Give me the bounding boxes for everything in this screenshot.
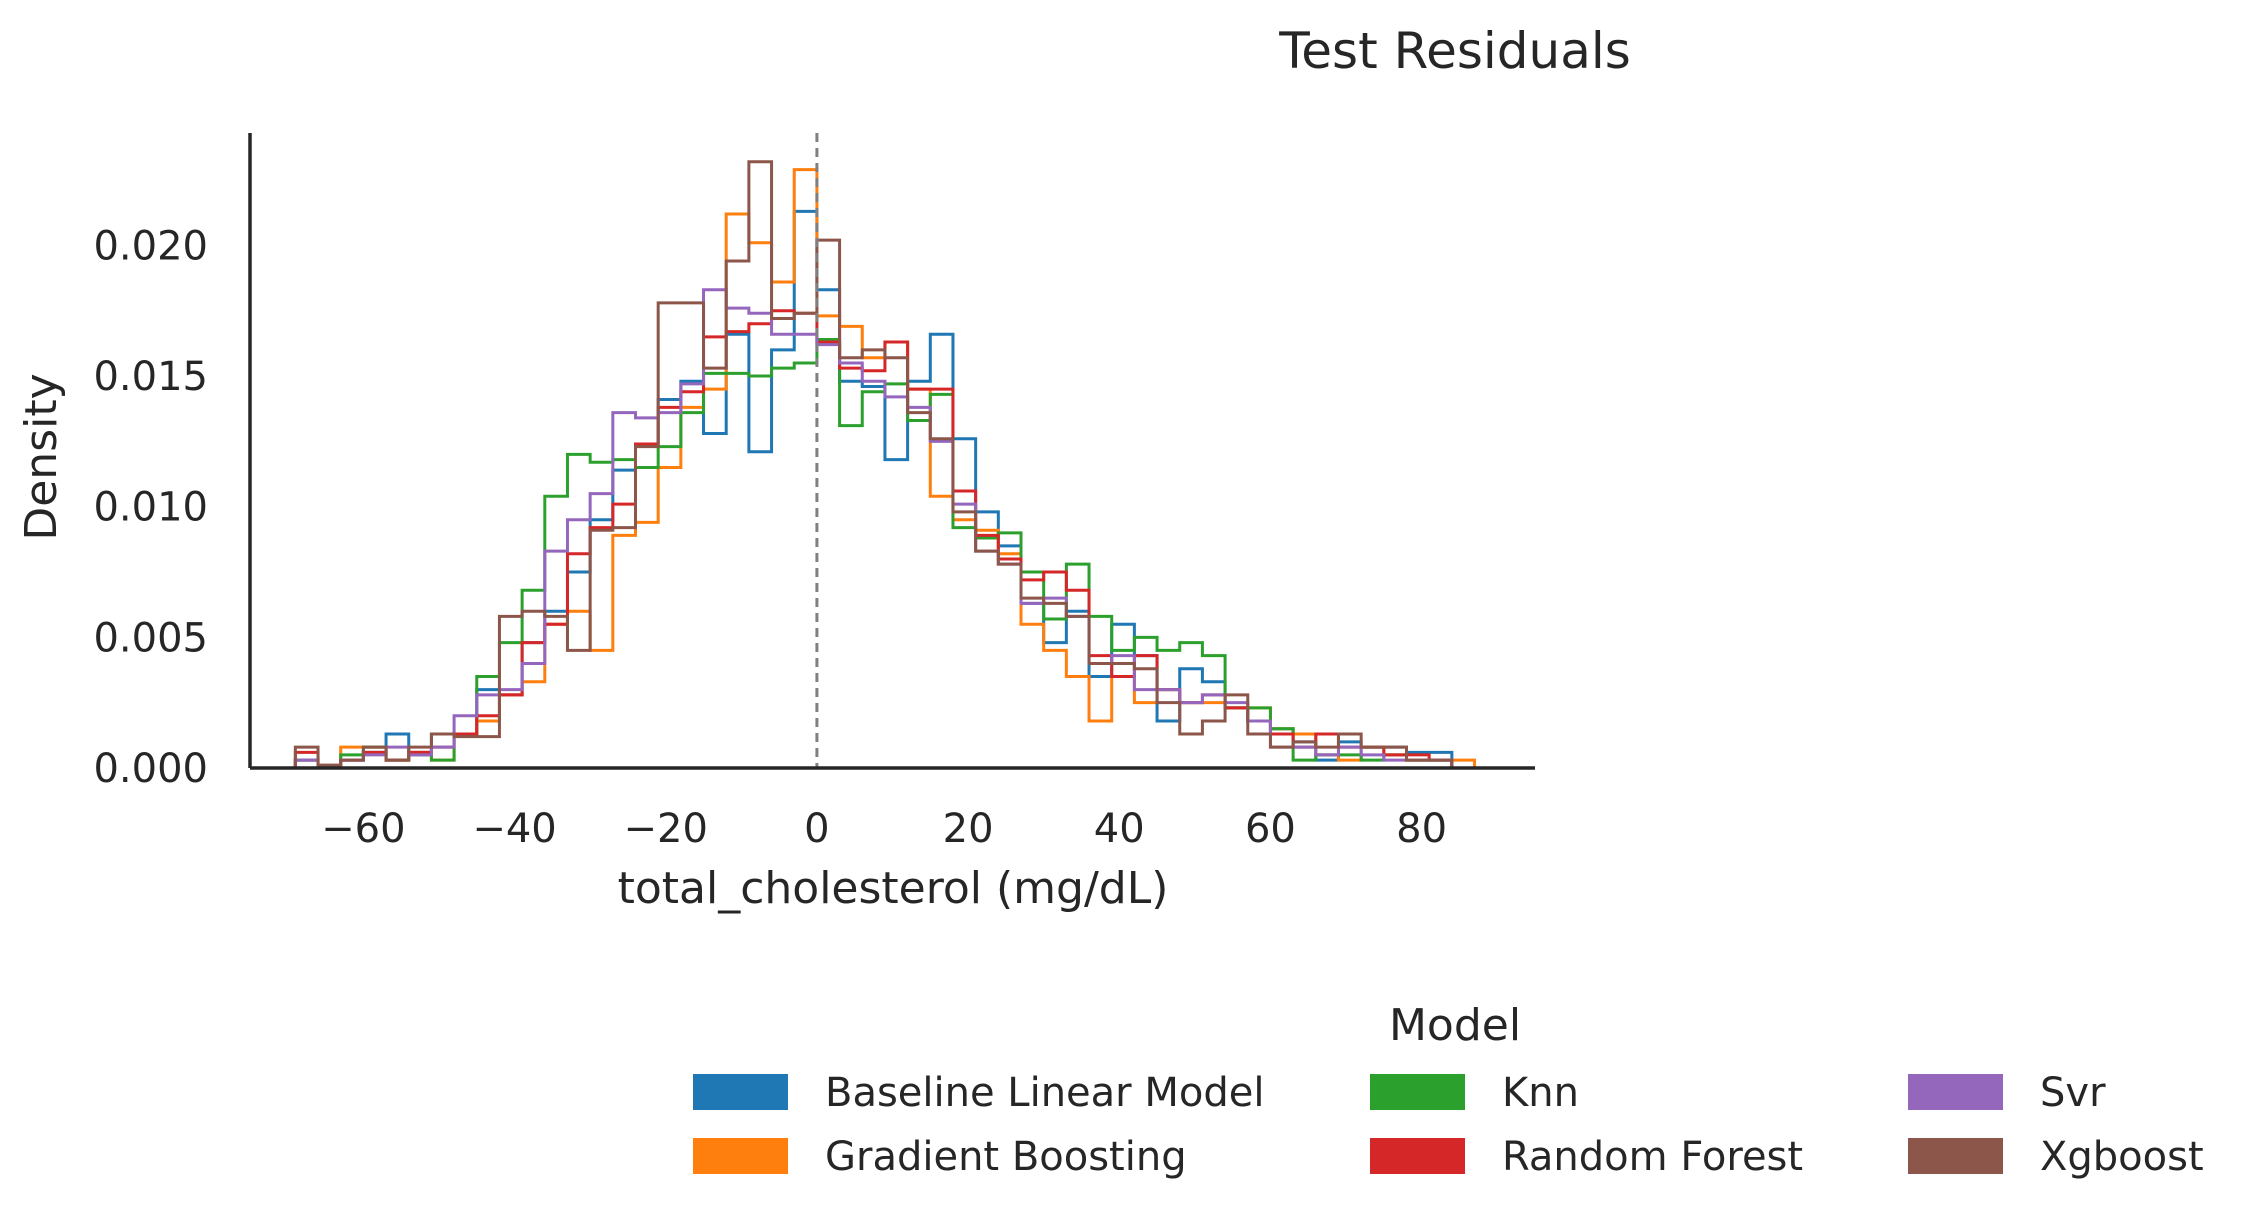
legend-entry-gradient-boosting: Gradient Boosting	[693, 1134, 1187, 1180]
chart-title: Test Residuals	[1278, 22, 1631, 80]
legend-title: Model	[1389, 1000, 1521, 1051]
x-axis-label: total_cholesterol (mg/dL)	[618, 863, 1169, 914]
legend-swatch	[693, 1138, 788, 1174]
legend-entry-xgboost: Xgboost	[1908, 1134, 2204, 1180]
y-tick-label: 0.005	[93, 615, 208, 661]
y-tick-label: 0.015	[93, 354, 208, 400]
legend-entry-baseline-linear-model: Baseline Linear Model	[693, 1070, 1264, 1116]
legend-entry-knn: Knn	[1370, 1070, 1579, 1116]
legend-entries: Baseline Linear Model Gradient Boosting Kn…	[693, 1070, 2204, 1180]
legend-entry-random-forest: Random Forest	[1370, 1134, 1803, 1180]
plot-area	[248, 133, 1535, 770]
histogram-series-xgboost	[293, 160, 1475, 770]
legend-swatch	[1908, 1074, 2003, 1110]
legend-label: Gradient Boosting	[825, 1134, 1187, 1180]
legend-label: Knn	[1502, 1070, 1579, 1116]
y-tick-label: 0.000	[93, 746, 208, 792]
legend-label: Xgboost	[2040, 1134, 2204, 1180]
y-tick-label: 0.020	[93, 223, 208, 269]
legend-label: Random Forest	[1502, 1134, 1803, 1180]
x-tick-label: 60	[1245, 806, 1296, 852]
legend-label: Svr	[2040, 1070, 2106, 1116]
x-tick-label: 80	[1396, 806, 1447, 852]
x-tick-label: −20	[624, 806, 708, 852]
histogram-series-random-forest	[293, 309, 1475, 770]
x-tick-label: −40	[472, 806, 556, 852]
y-axis-ticks: 0.000 0.005 0.010 0.015 0.020	[93, 223, 208, 792]
x-tick-label: −60	[321, 806, 405, 852]
histogram-series-baseline-linear-model	[293, 209, 1475, 770]
x-tick-label: 40	[1094, 806, 1145, 852]
legend-swatch	[693, 1074, 788, 1110]
histogram-series-gradient-boosting	[293, 168, 1477, 768]
legend-swatch	[1370, 1074, 1465, 1110]
legend-entry-svr: Svr	[1908, 1070, 2106, 1116]
y-tick-label: 0.010	[93, 485, 208, 531]
x-tick-label: 0	[804, 806, 829, 852]
histogram-series-layer	[293, 160, 1477, 770]
legend-swatch	[1370, 1138, 1465, 1174]
legend-label: Baseline Linear Model	[825, 1070, 1264, 1116]
legend: Model Baseline Linear Model Gradient Boos…	[693, 1000, 2204, 1180]
x-axis-ticks: −60 −40 −20 0 20 40 60 80	[321, 806, 1447, 852]
y-axis-label: Density	[16, 373, 67, 540]
legend-swatch	[1908, 1138, 2003, 1174]
x-tick-label: 20	[943, 806, 994, 852]
